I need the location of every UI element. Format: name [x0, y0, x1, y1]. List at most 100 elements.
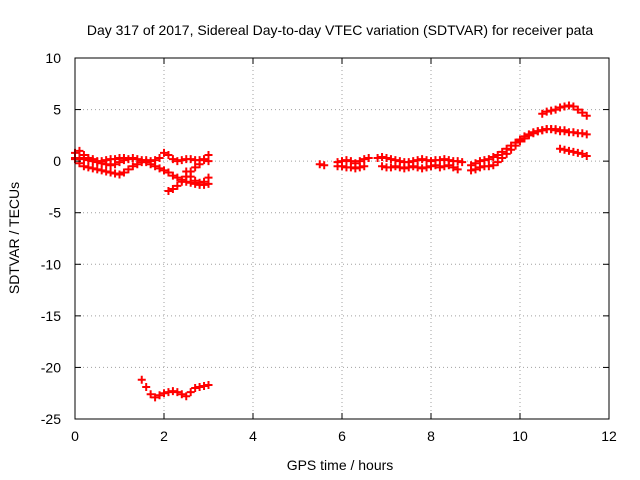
- data-point: [467, 166, 476, 175]
- data-point: [538, 126, 547, 135]
- data-point: [191, 176, 200, 185]
- data-point: [119, 168, 128, 177]
- data-point: [378, 162, 387, 171]
- x-tick-label: 12: [601, 428, 617, 444]
- data-point: [128, 162, 137, 171]
- data-point: [444, 161, 453, 170]
- data-point: [151, 393, 160, 402]
- data-point: [173, 173, 182, 182]
- data-point: [168, 171, 177, 180]
- x-tick-label: 8: [427, 428, 435, 444]
- data-point: [195, 178, 204, 187]
- x-tick-label: 0: [71, 428, 79, 444]
- data-point: [84, 163, 93, 172]
- data-point: [338, 162, 346, 171]
- data-point: [200, 177, 209, 186]
- data-series: [333, 162, 369, 173]
- data-point: [391, 162, 400, 171]
- data-point: [431, 161, 440, 170]
- data-point: [186, 155, 195, 164]
- data-point: [155, 164, 164, 173]
- data-point: [173, 181, 182, 190]
- x-tick-label: 10: [512, 428, 528, 444]
- data-point: [533, 127, 542, 136]
- data-point: [168, 387, 177, 396]
- data-point: [373, 154, 382, 163]
- data-point: [569, 102, 578, 111]
- data-point: [124, 155, 133, 164]
- data-point: [315, 160, 324, 169]
- x-tick-label: 2: [160, 428, 168, 444]
- y-tick-label: -25: [41, 411, 61, 427]
- data-point: [195, 383, 204, 392]
- data-point: [195, 160, 204, 169]
- data-point: [520, 134, 529, 143]
- chart-title: Day 317 of 2017, Sidereal Day-to-day VTE…: [87, 22, 594, 38]
- data-point: [346, 163, 355, 172]
- data-point: [360, 162, 369, 171]
- data-point: [427, 162, 435, 171]
- data-point: [84, 156, 93, 165]
- y-axis-label: SDTVAR / TECUs: [6, 182, 22, 294]
- data-series: [556, 144, 591, 160]
- data-point: [160, 148, 168, 157]
- data-point: [137, 375, 146, 384]
- data-point: [418, 155, 427, 164]
- data-point: [133, 160, 142, 169]
- data-point: [560, 102, 569, 111]
- data-point: [355, 163, 364, 172]
- data-point: [155, 391, 164, 400]
- data-point: [124, 165, 133, 174]
- data-series: [373, 153, 467, 167]
- x-tick-label: 4: [249, 428, 257, 444]
- data-point: [524, 131, 533, 140]
- data-point: [435, 163, 444, 172]
- data-point: [511, 141, 520, 150]
- data-point: [200, 381, 209, 390]
- data-point: [119, 154, 128, 163]
- data-points: [71, 101, 591, 402]
- data-series: [467, 125, 569, 175]
- data-point: [160, 166, 168, 175]
- data-point: [516, 137, 524, 146]
- data-point: [551, 105, 560, 114]
- data-point: [151, 162, 160, 171]
- data-point: [475, 163, 484, 172]
- data-point: [404, 163, 413, 172]
- data-point: [560, 145, 569, 154]
- data-series: [137, 375, 213, 402]
- data-point: [484, 162, 493, 171]
- data-point: [204, 150, 213, 159]
- data-point: [204, 380, 213, 389]
- data-point: [79, 155, 88, 164]
- y-tick-label: -15: [41, 308, 61, 324]
- data-point: [484, 155, 493, 164]
- data-point: [164, 388, 173, 397]
- data-point: [440, 155, 449, 164]
- data-point: [106, 168, 115, 177]
- data-point: [471, 165, 480, 174]
- data-point: [556, 144, 565, 153]
- y-tick-label: 5: [53, 102, 61, 118]
- data-point: [560, 126, 569, 135]
- data-point: [142, 383, 151, 392]
- data-point: [177, 177, 186, 186]
- data-point: [204, 173, 213, 182]
- x-axis-label: GPS time / hours: [287, 457, 394, 473]
- data-point: [502, 149, 511, 158]
- data-point: [493, 150, 502, 159]
- data-point: [578, 108, 587, 117]
- data-point: [146, 390, 155, 399]
- data-point: [578, 149, 587, 158]
- data-point: [573, 148, 582, 157]
- data-point: [453, 157, 462, 166]
- data-point: [578, 129, 587, 138]
- data-point: [351, 164, 360, 173]
- data-point: [182, 167, 191, 176]
- data-point: [102, 156, 111, 165]
- data-point: [177, 156, 186, 165]
- data-point: [547, 106, 556, 115]
- data-point: [449, 163, 458, 172]
- data-point: [507, 145, 516, 154]
